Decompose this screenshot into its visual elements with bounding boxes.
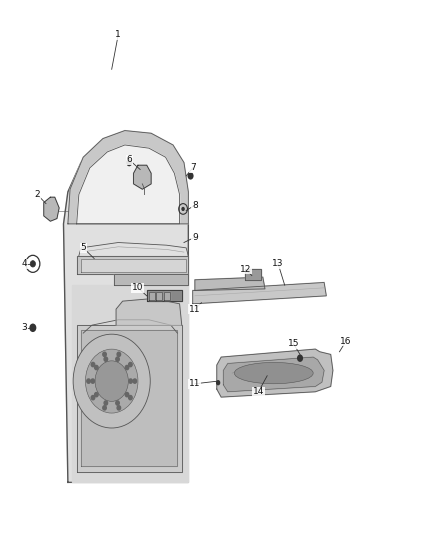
Polygon shape <box>195 277 265 290</box>
Polygon shape <box>72 285 188 482</box>
Circle shape <box>125 366 129 370</box>
Circle shape <box>117 352 120 357</box>
Circle shape <box>116 357 119 361</box>
Polygon shape <box>164 292 170 300</box>
Text: 5: 5 <box>80 244 86 252</box>
Circle shape <box>91 395 95 400</box>
Text: 16: 16 <box>340 337 352 345</box>
Text: 2: 2 <box>35 190 40 199</box>
Polygon shape <box>217 349 333 397</box>
Polygon shape <box>81 259 186 272</box>
Polygon shape <box>44 197 59 221</box>
Text: 12: 12 <box>240 265 251 273</box>
Polygon shape <box>77 325 182 472</box>
Text: 15: 15 <box>288 340 299 348</box>
Polygon shape <box>149 292 155 300</box>
Polygon shape <box>68 131 188 224</box>
Circle shape <box>187 172 194 180</box>
Ellipse shape <box>234 362 313 384</box>
Circle shape <box>125 392 129 397</box>
Polygon shape <box>147 290 182 301</box>
Circle shape <box>116 401 119 405</box>
Circle shape <box>85 349 138 413</box>
Circle shape <box>95 361 128 401</box>
Circle shape <box>91 362 95 367</box>
Polygon shape <box>77 256 188 274</box>
Text: 1: 1 <box>115 30 121 39</box>
Polygon shape <box>134 165 151 189</box>
Circle shape <box>129 395 132 400</box>
Text: 11: 11 <box>189 379 201 388</box>
Polygon shape <box>114 274 188 285</box>
Circle shape <box>297 354 303 362</box>
Circle shape <box>133 379 137 383</box>
Circle shape <box>181 207 185 211</box>
Circle shape <box>129 379 132 383</box>
Circle shape <box>29 324 36 332</box>
Circle shape <box>103 406 106 410</box>
Circle shape <box>95 392 98 397</box>
Text: 14: 14 <box>253 387 264 396</box>
Text: 6: 6 <box>126 156 132 164</box>
Circle shape <box>216 380 220 385</box>
Polygon shape <box>156 292 162 300</box>
Circle shape <box>104 357 108 361</box>
Text: 13: 13 <box>272 260 284 268</box>
Polygon shape <box>81 330 177 466</box>
Circle shape <box>87 379 90 383</box>
Circle shape <box>129 362 132 367</box>
Text: 8: 8 <box>192 201 198 209</box>
Text: 4: 4 <box>21 260 27 268</box>
Text: 9: 9 <box>192 233 198 241</box>
Text: 10: 10 <box>132 284 144 292</box>
Polygon shape <box>245 269 261 280</box>
Polygon shape <box>193 282 326 304</box>
Text: 3: 3 <box>21 324 27 332</box>
Circle shape <box>126 159 132 166</box>
Circle shape <box>30 261 35 267</box>
Circle shape <box>95 366 98 370</box>
Polygon shape <box>77 145 180 224</box>
Polygon shape <box>116 298 182 325</box>
Circle shape <box>104 401 108 405</box>
Polygon shape <box>223 357 324 392</box>
Text: 7: 7 <box>190 164 196 172</box>
Circle shape <box>117 406 120 410</box>
Circle shape <box>73 334 150 428</box>
Circle shape <box>103 352 106 357</box>
Circle shape <box>91 379 95 383</box>
Text: 11: 11 <box>189 305 201 313</box>
Polygon shape <box>64 139 188 482</box>
